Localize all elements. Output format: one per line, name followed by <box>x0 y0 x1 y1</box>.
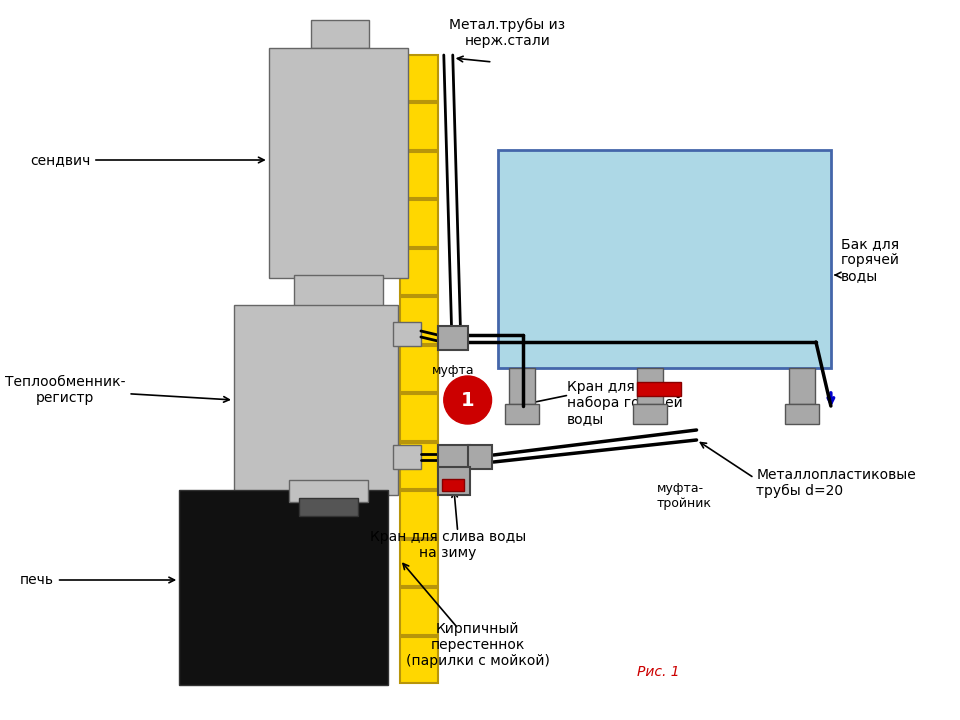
Bar <box>506 404 540 424</box>
Bar <box>400 395 438 441</box>
Bar <box>400 104 438 150</box>
Bar <box>400 636 438 683</box>
Bar <box>393 322 420 346</box>
Bar <box>400 152 438 199</box>
Bar <box>295 492 379 520</box>
Bar <box>400 491 438 538</box>
Bar <box>636 382 681 396</box>
Bar <box>636 368 662 404</box>
Bar <box>400 539 438 586</box>
Bar <box>510 368 536 404</box>
Text: Метал.трубы из
нерж.стали: Метал.трубы из нерж.стали <box>449 18 565 48</box>
Bar <box>633 404 666 424</box>
Text: Рис. 1: Рис. 1 <box>636 665 680 679</box>
Text: муфта: муфта <box>431 364 474 377</box>
Bar <box>400 200 438 247</box>
Bar <box>789 368 815 404</box>
Bar <box>393 445 420 469</box>
Text: Кран для
набора горячей
воды: Кран для набора горячей воды <box>567 380 683 426</box>
Bar <box>234 305 398 495</box>
Bar <box>468 445 492 469</box>
Bar <box>497 150 830 368</box>
Text: Кирпичный
перестеннок
(парилки с мойкой): Кирпичный перестеннок (парилки с мойкой) <box>406 622 549 668</box>
Bar <box>400 443 438 489</box>
Text: 1: 1 <box>461 390 474 410</box>
Bar <box>438 326 468 350</box>
Bar <box>294 275 383 307</box>
Bar <box>299 498 358 516</box>
Bar <box>269 48 408 278</box>
Bar <box>180 490 388 685</box>
Text: сендвич: сендвич <box>30 153 264 167</box>
Circle shape <box>444 376 492 424</box>
Text: Кран для слива воды
на зиму: Кран для слива воды на зиму <box>370 530 526 560</box>
Bar <box>400 249 438 295</box>
Bar <box>785 404 819 424</box>
Bar <box>400 588 438 634</box>
Bar <box>400 346 438 392</box>
Bar <box>438 445 469 469</box>
Text: печь: печь <box>20 573 175 587</box>
Text: Металлопластиковые
трубы d=20: Металлопластиковые трубы d=20 <box>756 468 916 498</box>
Bar <box>400 297 438 343</box>
Text: Теплообменник-
регистр: Теплообменник- регистр <box>5 375 229 405</box>
Bar <box>442 479 464 491</box>
Bar <box>400 55 438 102</box>
Text: Бак для
горячей
воды: Бак для горячей воды <box>841 237 900 283</box>
Bar <box>311 20 370 48</box>
Bar <box>438 467 469 495</box>
Bar <box>289 480 369 502</box>
Text: муфта-
тройник: муфта- тройник <box>657 482 711 510</box>
